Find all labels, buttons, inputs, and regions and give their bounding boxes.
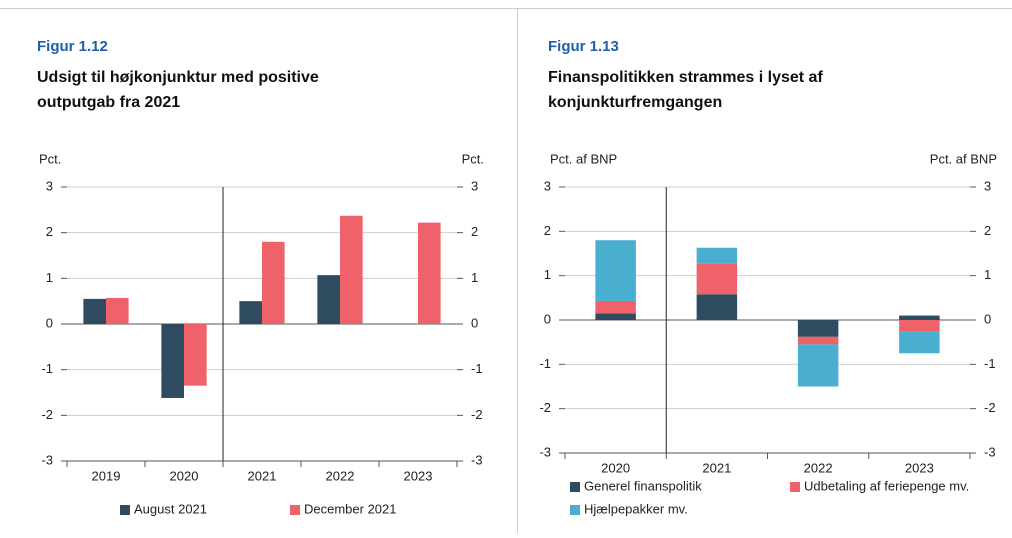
- y2-tick-label: 2: [984, 223, 991, 238]
- legend-label: December 2021: [304, 501, 397, 516]
- y2-tick-label: 1: [984, 267, 991, 282]
- bar-segment: [696, 294, 738, 320]
- y-tick-label: 1: [544, 267, 551, 282]
- bar-segment: [899, 331, 940, 354]
- bar: [340, 215, 363, 324]
- y2-tick-label: -3: [471, 452, 483, 467]
- bar-segment: [899, 315, 940, 320]
- x-tick-label: 2019: [92, 468, 121, 483]
- bar: [106, 297, 129, 324]
- x-tick-label: 2020: [601, 460, 630, 475]
- legend-swatch: [570, 482, 580, 492]
- y2-tick-label: 3: [471, 178, 478, 193]
- y-tick-label: 0: [544, 311, 551, 326]
- x-tick-label: 2020: [170, 468, 199, 483]
- y2-tick-label: 0: [471, 315, 478, 330]
- y2-tick-label: -1: [984, 356, 996, 371]
- bar-segment: [595, 313, 636, 320]
- y2-tick-label: 1: [471, 270, 478, 285]
- y-tick-label: 2: [46, 224, 53, 239]
- legend-label: August 2021: [134, 501, 207, 516]
- legend-label: Hjælpepakker mv.: [584, 501, 688, 516]
- bar-segment: [797, 336, 839, 345]
- y2-tick-label: 2: [471, 224, 478, 239]
- bar: [83, 298, 106, 324]
- x-tick-label: 2023: [905, 460, 934, 475]
- bar-segment: [595, 300, 636, 314]
- y2-axis-label: Pct. af BNP: [930, 151, 997, 166]
- x-tick-label: 2022: [804, 460, 833, 475]
- legend-label: Generel finanspolitik: [584, 478, 702, 493]
- legend-swatch: [120, 505, 130, 515]
- bar: [184, 324, 207, 386]
- bar: [262, 241, 285, 324]
- y-tick-label: -2: [41, 407, 53, 422]
- figure-label: Figur 1.13: [548, 38, 619, 55]
- y-tick-label: 0: [46, 315, 53, 330]
- bar-segment: [595, 240, 636, 301]
- chart-title: Finanspolitikken strammes i lyset af konj…: [548, 69, 823, 111]
- y2-tick-label: -1: [471, 361, 483, 376]
- y-tick-label: -1: [41, 361, 53, 376]
- y-axis-label: Pct.: [39, 151, 61, 166]
- y2-axis-label: Pct.: [462, 151, 484, 166]
- y-tick-label: -1: [539, 356, 551, 371]
- y2-tick-label: -3: [984, 444, 996, 459]
- y-tick-label: 1: [46, 270, 53, 285]
- legend-label: Udbetaling af feriepenge mv.: [804, 478, 969, 493]
- y-tick-label: 3: [46, 178, 53, 193]
- y-tick-label: 3: [544, 178, 551, 193]
- bar-segment: [797, 344, 839, 387]
- legend-swatch: [790, 482, 800, 492]
- bar-segment: [899, 320, 940, 332]
- y2-tick-label: -2: [984, 400, 996, 415]
- x-tick-label: 2021: [702, 460, 731, 475]
- y-tick-label: -2: [539, 400, 551, 415]
- x-tick-label: 2022: [326, 468, 355, 483]
- legend-swatch: [290, 505, 300, 515]
- bar-segment: [696, 247, 738, 264]
- y-tick-label: 2: [544, 223, 551, 238]
- figure-label: Figur 1.12: [37, 38, 108, 55]
- y2-tick-label: -2: [471, 407, 483, 422]
- bar: [418, 222, 441, 324]
- legend-swatch: [570, 505, 580, 515]
- bar-segment: [696, 263, 738, 295]
- y-tick-label: -3: [539, 444, 551, 459]
- x-tick-label: 2021: [248, 468, 277, 483]
- y2-tick-label: 3: [984, 178, 991, 193]
- y2-tick-label: 0: [984, 311, 991, 326]
- bar: [161, 324, 184, 398]
- bar: [239, 301, 262, 324]
- bar: [317, 275, 340, 324]
- chart-title: Udsigt til højkonjunktur med positive out…: [37, 69, 319, 111]
- y-axis-label: Pct. af BNP: [550, 151, 617, 166]
- y-tick-label: -3: [41, 452, 53, 467]
- x-tick-label: 2023: [404, 468, 433, 483]
- bar-segment: [797, 320, 839, 337]
